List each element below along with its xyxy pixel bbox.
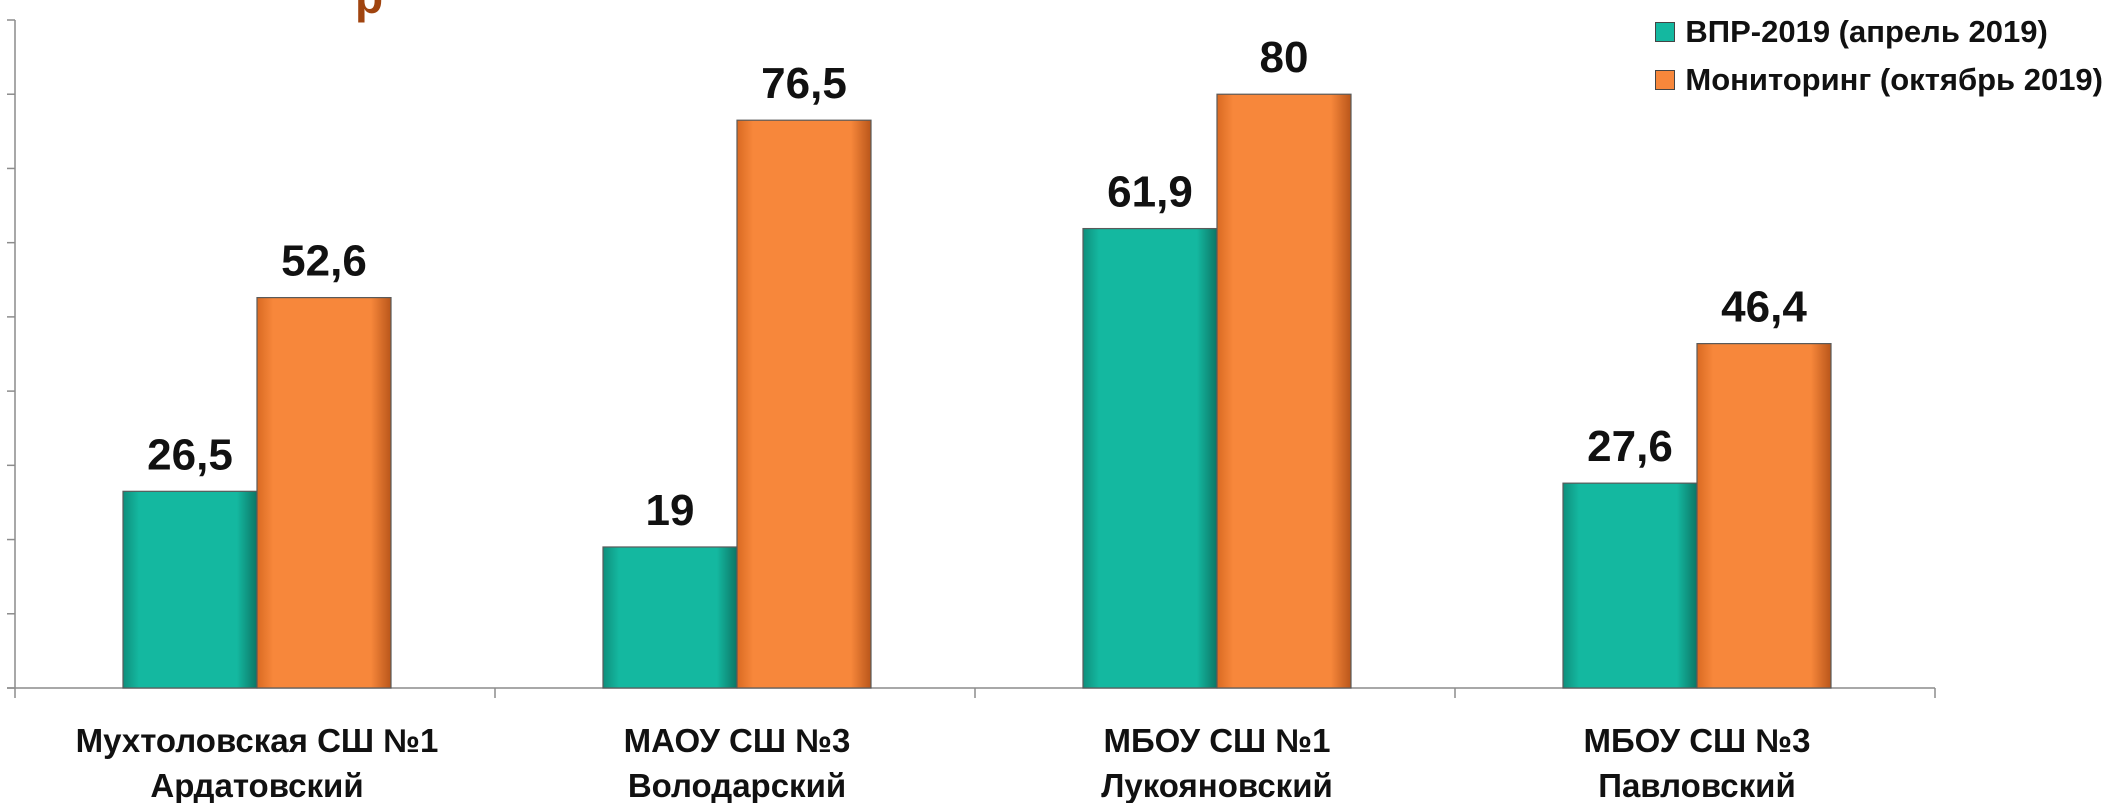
data-label: 26,5 (147, 430, 233, 479)
x-tick-label: Володарский (628, 767, 846, 803)
x-tick-label: МБОУ СШ №3 (1583, 722, 1810, 759)
legend-swatch-vpr (1655, 22, 1676, 42)
data-label: 27,6 (1587, 422, 1673, 471)
bar-monitoring-1 (736, 119, 872, 689)
data-label: 61,9 (1107, 168, 1193, 217)
x-tick-label: МАОУ СШ №3 (624, 722, 851, 759)
bar-monitoring-0 (256, 296, 392, 689)
bar-vpr-2 (1082, 227, 1218, 689)
legend-item-vpr: ВПР-2019 (апрель 2019) (1655, 8, 2103, 56)
bar-vpr-0 (122, 490, 258, 689)
data-label: 52,6 (281, 237, 367, 286)
legend: ВПР-2019 (апрель 2019) Мониторинг (октяб… (1655, 8, 2103, 104)
bar-vpr-1 (602, 546, 738, 689)
x-tick-label: Павловский (1598, 767, 1796, 803)
bar-monitoring-3 (1696, 343, 1832, 689)
data-label: 76,5 (761, 59, 847, 108)
x-tick-labels: Мухтоловская СШ №1 Ардатовский МАОУ СШ №3 В… (76, 722, 1811, 803)
bar-monitoring-2 (1216, 93, 1352, 689)
data-label: 19 (646, 486, 695, 535)
legend-swatch-monitoring (1655, 70, 1676, 90)
x-tick-label: МБОУ СШ №1 (1103, 722, 1330, 759)
legend-item-monitoring: Мониторинг (октябрь 2019) (1655, 56, 2103, 104)
legend-label-vpr: ВПР-2019 (апрель 2019) (1685, 14, 2048, 49)
x-tick-label: Ардатовский (150, 767, 363, 803)
x-tick-label: Мухтоловская СШ №1 (76, 722, 439, 759)
data-label: 80 (1260, 33, 1309, 82)
data-labels: 26,5 52,6 19 76,5 61,9 80 27,6 46,4 (147, 33, 1807, 535)
legend-label-monitoring: Мониторинг (октябрь 2019) (1685, 62, 2103, 97)
x-tick-label: Лукояновский (1101, 767, 1333, 803)
chart-title-fragment: р (355, 0, 383, 24)
bars (122, 93, 1832, 689)
data-label: 46,4 (1721, 283, 1807, 332)
bar-vpr-3 (1562, 482, 1698, 689)
